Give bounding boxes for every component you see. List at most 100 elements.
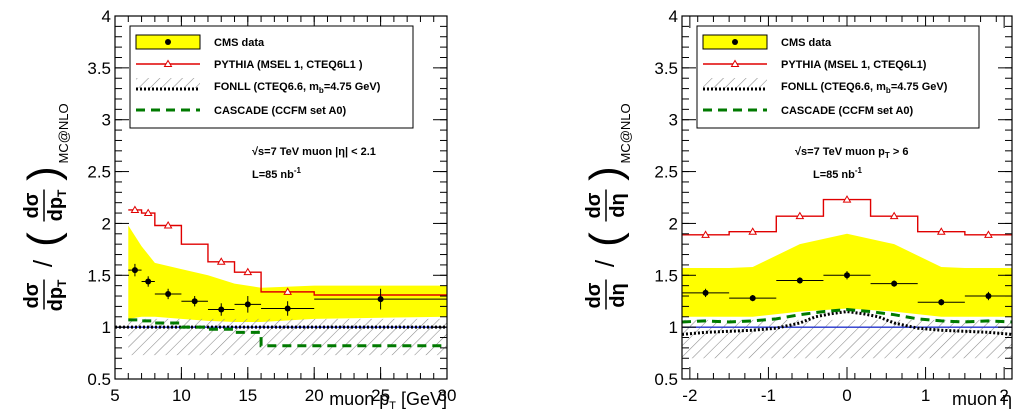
cms-marker [131,267,138,274]
cms-data-point [154,288,182,300]
y-label-paren-close: ) [581,166,630,181]
y-tick-label: 3 [669,111,678,130]
pythia-marker [143,208,153,217]
plot-frame [114,15,448,380]
legend-pythia-label: PYTHIA (MSEL 1, CTEQ6L1 ) [214,59,363,71]
x-tick-label: 10 [172,386,191,405]
cms-data-point [823,271,871,280]
legend: CMS data PYTHIA (MSEL 1, CTEQ6L1 ) FONLL (… [129,25,414,129]
y-tick-label: 2 [102,214,111,233]
pythia-marker [163,221,173,229]
x-tick-label: 0 [842,386,851,405]
x-tick-label: 2 [999,386,1008,405]
cms-data-point [181,296,208,307]
cms-data-point [261,301,315,316]
cms-data-point [729,294,777,302]
pythia-marker [936,227,946,235]
cms-data-point [964,291,1012,301]
y-tick-label: 2.5 [87,163,111,182]
y-label-mcnlo: MC@NLO [618,103,633,163]
legend-cms-label: CMS data [781,37,832,49]
y-tick-label: 3.5 [87,59,111,78]
annotation-energy: √s=7 TeV muon |η| < 2.1 [252,146,376,158]
x-axis-label: muon pT [GeV] [329,389,447,412]
legend-pythia-marker [730,59,740,67]
cms-marker [749,295,756,302]
y-label-mcnlo: MC@NLO [56,103,71,163]
cms-data-point [314,288,447,310]
plot-area [681,195,1013,359]
y-tick-label: 3 [102,111,111,130]
x-axis-label: muon η [952,389,1012,409]
annotations: √s=7 TeV muon |η| < 2.1 L=85 nb-1 [252,146,376,181]
pythia-line [682,198,1012,236]
cms-marker [165,290,172,297]
y-label-paren-close: ) [19,166,68,181]
x-tick-label: 15 [238,386,257,405]
cms-data-point [234,296,262,313]
cms-marker [985,293,992,300]
cms-data-point [128,263,142,277]
cms-marker [796,277,803,284]
pythia-marker [889,211,899,220]
cms-data-point [141,276,155,287]
y-label-paren-open: ( [19,232,68,247]
cms-data-point [870,280,918,287]
legend-pythia-label: PYTHIA (MSEL 1, CTEQ6L1) [781,59,927,71]
x-tick-label: 30 [438,386,457,405]
y-axis-label: dσ dpT/(dσ dpT)MC@NLO [19,103,71,311]
pythia-marker [130,205,140,213]
y-tick-label: 2.5 [654,163,678,182]
cascade-line [681,308,1013,324]
cms-marker [377,296,384,303]
cms-marker [891,280,898,287]
legend-cascade-label: CASCADE (CCFM set A0) [214,105,347,117]
y-label-denominator-2: dη [607,193,629,217]
cms-data-point [917,299,965,306]
y-tick-label: 4 [102,7,111,26]
legend-cms-label: CMS data [214,37,265,49]
legend-cms-marker [165,39,171,45]
y-tick-label: 4 [669,7,678,26]
pythia-marker [984,230,993,238]
y-axis: 0.5 1 1.5 2 2.5 3 3.5 4 [87,7,447,389]
y-label-denominator: dη [607,283,629,307]
legend-fonll-label: FONLL (CTEQ6.6, mb=4.75 GeV) [781,81,948,95]
legend: CMS data PYTHIA (MSEL 1, CTEQ6L1) FONLL (C… [696,25,980,129]
y-label-numerator: dσ [583,282,605,308]
pythia-marker [748,227,758,235]
y-tick-label: 3.5 [654,59,678,78]
plot-area [115,205,447,356]
y-label-denominator: dpT [45,279,69,311]
x-tick-label: -2 [682,386,697,405]
y-tick-label: 2 [669,214,678,233]
pythia-marker [842,195,852,203]
y-tick-label: 1 [102,318,111,337]
cms-marker [284,305,291,312]
y-label-numerator-2: dσ [583,192,605,218]
legend-cms-marker [732,39,738,45]
x-tick-label: 25 [371,386,390,405]
x-tick-label: 20 [305,386,324,405]
legend-fonll-label: FONLL (CTEQ6.6, mb=4.75 GeV) [214,81,381,95]
x-tick-label: 1 [921,386,930,405]
y-tick-label: 0.5 [87,370,111,389]
fonll-uncertainty-band [682,319,1012,359]
x-tick-label: -1 [761,386,776,405]
cascade-line [128,318,447,348]
x-tick-label: 5 [110,386,119,405]
pythia-marker [283,287,293,295]
cms-data-point [682,288,730,298]
y-tick-label: 1.5 [87,266,111,285]
cms-marker [844,272,850,279]
legend-fonll-hatch [703,78,767,88]
pythia-marker [795,211,805,220]
cms-data-point [776,277,824,284]
legend-pythia-marker [163,59,173,67]
y-tick-label: 1.5 [654,266,678,285]
y-tick-label: 1 [669,318,678,337]
y-label-numerator-2: dσ [21,192,43,218]
cms-marker [938,299,945,306]
y-label-denominator-2: dpT [45,189,69,221]
cms-marker [702,289,709,296]
